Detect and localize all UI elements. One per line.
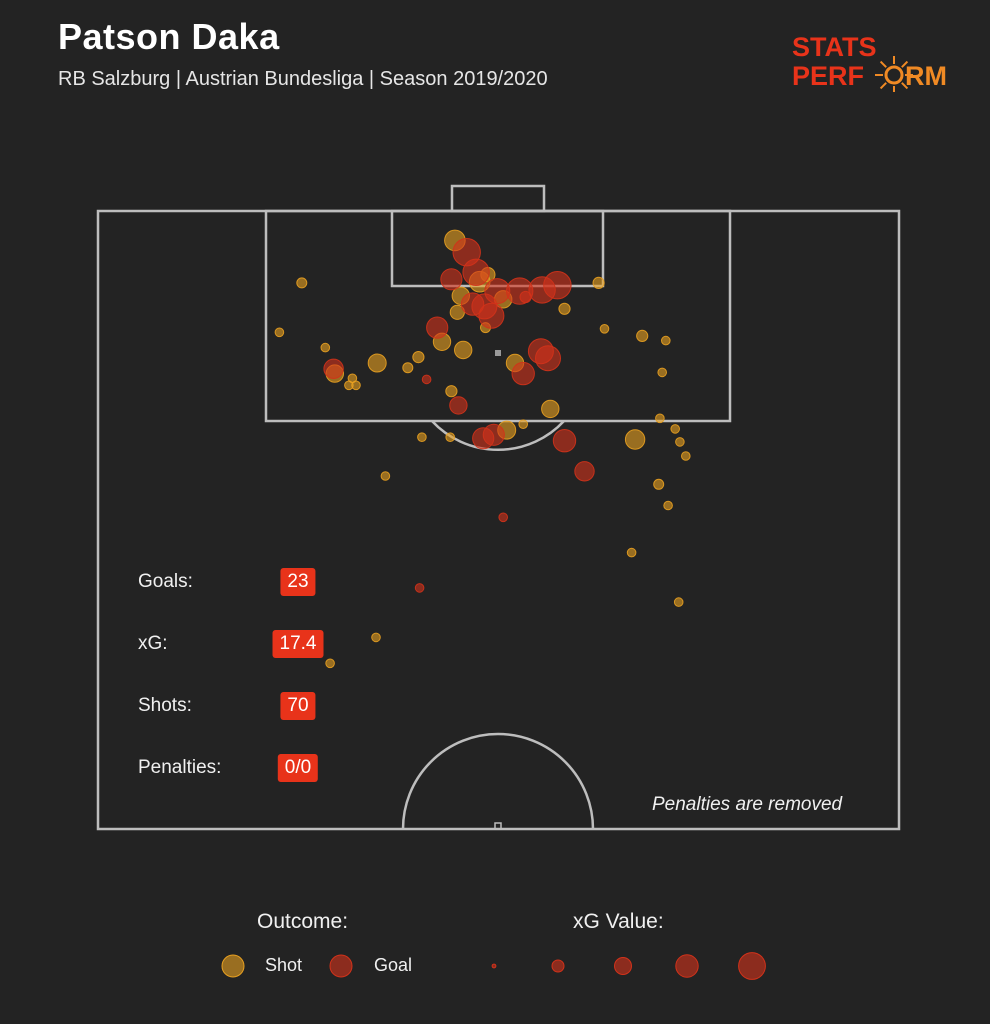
shot-marker-41 xyxy=(673,597,684,607)
goal-marker-2 xyxy=(440,268,463,291)
xg-label: xG: xyxy=(138,633,168,654)
goal-marker-10 xyxy=(519,290,532,304)
penalties-note: Penalties are removed xyxy=(652,794,843,815)
shot-marker-40 xyxy=(626,547,637,558)
legend-shot-marker xyxy=(221,954,245,978)
logo-line-2b: RM xyxy=(905,61,947,91)
goal-marker-14 xyxy=(511,361,535,386)
legend-xg-size-2 xyxy=(614,957,632,975)
shot-marker-12 xyxy=(412,351,425,364)
shot-markers xyxy=(274,229,691,669)
goal-marker-8 xyxy=(478,302,505,329)
shot-marker-17 xyxy=(661,335,671,346)
shot-marker-8 xyxy=(296,277,308,289)
goals-label: Goals: xyxy=(138,571,193,592)
goal-marker-20 xyxy=(552,429,577,453)
shot-marker-15 xyxy=(599,324,610,334)
legend-goal-label: Goal xyxy=(374,955,413,975)
centre-spot xyxy=(494,822,502,830)
legend-shot-label: Shot xyxy=(265,955,303,975)
shot-marker-29 xyxy=(624,429,646,450)
penalty-arc xyxy=(431,420,565,451)
shot-marker-9 xyxy=(274,327,285,338)
centre-circle xyxy=(401,732,595,830)
legend-outcome-title: Outcome: xyxy=(257,910,349,933)
page-subtitle: RB Salzburg | Austrian Bundesliga | Seas… xyxy=(58,68,548,90)
shot-marker-6 xyxy=(558,302,571,315)
shot-marker-26 xyxy=(445,385,458,398)
shot-marker-16 xyxy=(636,329,649,342)
shot-marker-33 xyxy=(681,451,691,461)
goal-marker-21 xyxy=(574,461,595,482)
shot-marker-39 xyxy=(663,500,673,511)
goal-marker-1 xyxy=(462,258,490,286)
shot-marker-34 xyxy=(417,432,427,443)
sunburst-icon xyxy=(875,56,913,92)
shot-marker-13 xyxy=(402,362,414,374)
six-yard-box xyxy=(390,209,605,288)
goal-marker-16 xyxy=(421,374,432,385)
goal-marker-15 xyxy=(323,358,344,379)
legend-xg-size-0 xyxy=(491,963,497,969)
goal-marker-19 xyxy=(482,423,505,446)
shot-marker-38 xyxy=(653,478,665,490)
shot-marker-27 xyxy=(541,399,560,419)
page-title: Patson Daka xyxy=(58,16,280,57)
shots-value-badge: 70 xyxy=(280,692,316,720)
shot-marker-44 xyxy=(325,658,335,669)
xg-value-badge: 17.4 xyxy=(272,630,324,658)
penalties-label: Penalties: xyxy=(138,757,222,778)
goal-marker-22 xyxy=(498,512,509,523)
shot-marker-37 xyxy=(380,471,391,481)
shot-marker-32 xyxy=(675,437,685,447)
legend-xg-size-3 xyxy=(675,954,699,978)
shot-marker-11 xyxy=(454,340,473,360)
goal-marker-11 xyxy=(426,316,449,339)
goal-marker-13 xyxy=(535,345,561,372)
penalty-spot xyxy=(495,350,501,356)
goal-marker-9 xyxy=(460,292,485,316)
stats-perform-logo: STATS PERF RM xyxy=(792,32,947,92)
shot-marker-35 xyxy=(445,432,456,443)
shot-marker-7 xyxy=(592,276,605,289)
shot-marker-19 xyxy=(367,353,387,373)
goal-frame xyxy=(450,184,546,213)
legend-markers xyxy=(221,952,766,980)
legend-xg-size-1 xyxy=(551,959,565,973)
legend-xg-title: xG Value: xyxy=(573,910,664,933)
shot-marker-36 xyxy=(518,419,529,430)
shot-marker-18 xyxy=(320,342,331,353)
goal-marker-6 xyxy=(543,271,572,300)
logo-line-1: STATS xyxy=(792,32,877,62)
shot-marker-24 xyxy=(351,380,361,391)
shots-label: Shots: xyxy=(138,695,192,716)
penalties-value-badge: 0/0 xyxy=(277,754,319,782)
goal-marker-23 xyxy=(414,583,425,593)
goals-value-badge: 23 xyxy=(280,568,316,596)
shot-marker-42 xyxy=(371,632,381,643)
goal-marker-17 xyxy=(449,396,468,415)
legend-xg-size-4 xyxy=(738,952,766,980)
shot-marker-31 xyxy=(670,424,681,434)
shot-marker-25 xyxy=(657,367,668,378)
pitch-lines xyxy=(96,184,901,831)
logo-line-2a: PERF xyxy=(792,61,864,91)
shot-marker-30 xyxy=(655,413,665,424)
legend-goal-marker xyxy=(329,954,353,978)
